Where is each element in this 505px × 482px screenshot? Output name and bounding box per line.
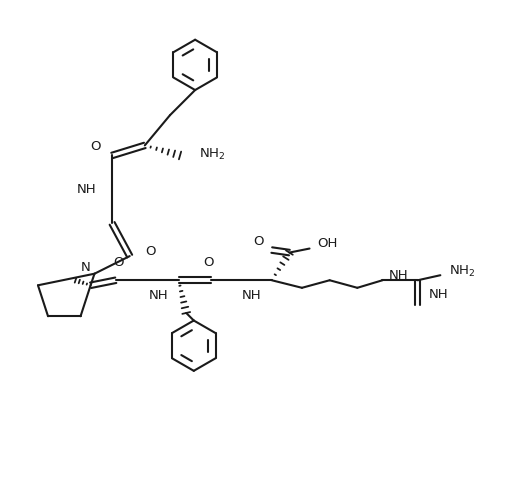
Text: NH$_2$: NH$_2$ <box>199 147 225 162</box>
Text: NH: NH <box>241 289 261 302</box>
Text: O: O <box>90 140 101 153</box>
Text: NH: NH <box>148 289 168 302</box>
Text: NH: NH <box>428 288 447 301</box>
Text: NH: NH <box>76 183 96 196</box>
Text: OH: OH <box>317 237 337 250</box>
Text: O: O <box>113 256 123 269</box>
Text: N: N <box>80 261 90 274</box>
Text: O: O <box>144 244 155 257</box>
Text: NH$_2$: NH$_2$ <box>448 264 474 279</box>
Text: O: O <box>253 235 264 248</box>
Text: NH: NH <box>388 269 408 281</box>
Text: O: O <box>203 256 214 269</box>
